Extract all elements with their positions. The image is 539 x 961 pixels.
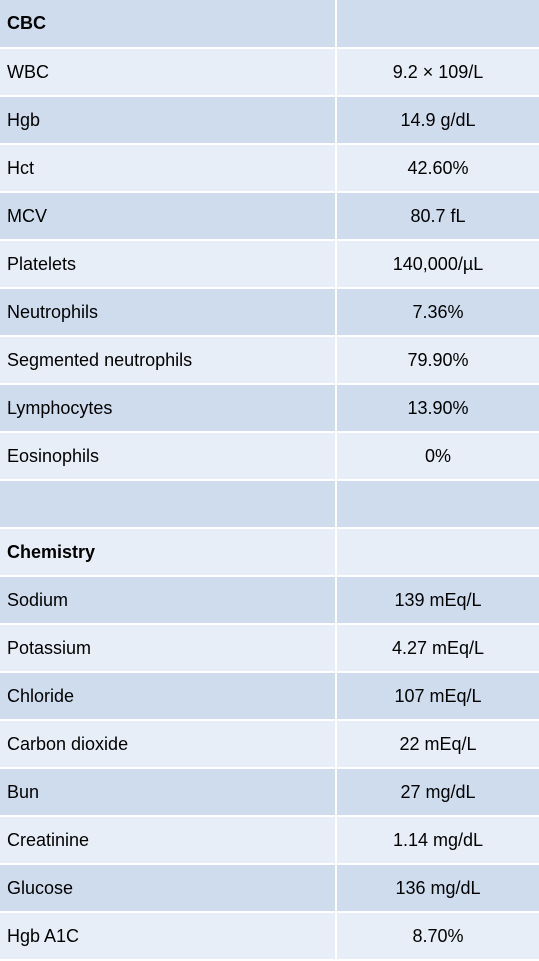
section-title: CBC (0, 0, 337, 49)
test-name-cell: WBC (0, 49, 337, 97)
section-title: Chemistry (0, 529, 337, 577)
test-value-cell: 139 mEq/L (337, 577, 539, 625)
test-value-cell (337, 0, 539, 49)
test-value-cell: 79.90% (337, 337, 539, 385)
test-value-cell: 27 mg/dL (337, 769, 539, 817)
table-row-creatinine: Creatinine 1.14 mg/dL (0, 817, 539, 865)
test-name-cell: Hgb (0, 97, 337, 145)
test-name-cell: Hct (0, 145, 337, 193)
table-row-glucose: Glucose 136 mg/dL (0, 865, 539, 913)
table-row-mcv: MCV 80.7 fL (0, 193, 539, 241)
test-name-cell: MCV (0, 193, 337, 241)
test-name-cell: Platelets (0, 241, 337, 289)
test-value-cell: 9.2 × 109/L (337, 49, 539, 97)
test-value-cell: 136 mg/dL (337, 865, 539, 913)
table-row-lymphocytes: Lymphocytes 13.90% (0, 385, 539, 433)
test-name-cell: Chloride (0, 673, 337, 721)
test-value-cell: 4.27 mEq/L (337, 625, 539, 673)
test-name-cell: Eosinophils (0, 433, 337, 481)
test-name-cell: Hgb A1C (0, 913, 337, 961)
test-name-cell: Lymphocytes (0, 385, 337, 433)
test-value-cell: 8.70% (337, 913, 539, 961)
table-row-hgb: Hgb 14.9 g/dL (0, 97, 539, 145)
test-value-cell: 13.90% (337, 385, 539, 433)
table-row-eosinophils: Eosinophils 0% (0, 433, 539, 481)
table-row-hct: Hct 42.60% (0, 145, 539, 193)
spacer-row (0, 481, 539, 529)
test-value-cell: 80.7 fL (337, 193, 539, 241)
table-row-chloride: Chloride 107 mEq/L (0, 673, 539, 721)
table-row-wbc: WBC 9.2 × 109/L (0, 49, 539, 97)
table-row-segmented-neutrophils: Segmented neutrophils 79.90% (0, 337, 539, 385)
table-row-potassium: Potassium 4.27 mEq/L (0, 625, 539, 673)
test-name-cell: Neutrophils (0, 289, 337, 337)
test-value-cell: 140,000/µL (337, 241, 539, 289)
table-row-carbon-dioxide: Carbon dioxide 22 mEq/L (0, 721, 539, 769)
test-value-cell (337, 529, 539, 577)
section-header-row-chemistry: Chemistry (0, 529, 539, 577)
test-name-cell: Potassium (0, 625, 337, 673)
test-name-cell (0, 481, 337, 529)
test-value-cell (337, 481, 539, 529)
test-name-cell: Glucose (0, 865, 337, 913)
section-header-row-cbc: CBC (0, 0, 539, 49)
table-row-platelets: Platelets 140,000/µL (0, 241, 539, 289)
test-value-cell: 14.9 g/dL (337, 97, 539, 145)
test-value-cell: 1.14 mg/dL (337, 817, 539, 865)
table-row-hgb-a1c: Hgb A1C 8.70% (0, 913, 539, 961)
test-name-cell: Segmented neutrophils (0, 337, 337, 385)
test-value-cell: 42.60% (337, 145, 539, 193)
test-value-cell: 0% (337, 433, 539, 481)
test-name-cell: Bun (0, 769, 337, 817)
test-name-cell: Creatinine (0, 817, 337, 865)
test-value-cell: 7.36% (337, 289, 539, 337)
test-name-cell: Sodium (0, 577, 337, 625)
test-value-cell: 107 mEq/L (337, 673, 539, 721)
table-row-sodium: Sodium 139 mEq/L (0, 577, 539, 625)
table-row-bun: Bun 27 mg/dL (0, 769, 539, 817)
table-row-neutrophils: Neutrophils 7.36% (0, 289, 539, 337)
test-value-cell: 22 mEq/L (337, 721, 539, 769)
test-name-cell: Carbon dioxide (0, 721, 337, 769)
